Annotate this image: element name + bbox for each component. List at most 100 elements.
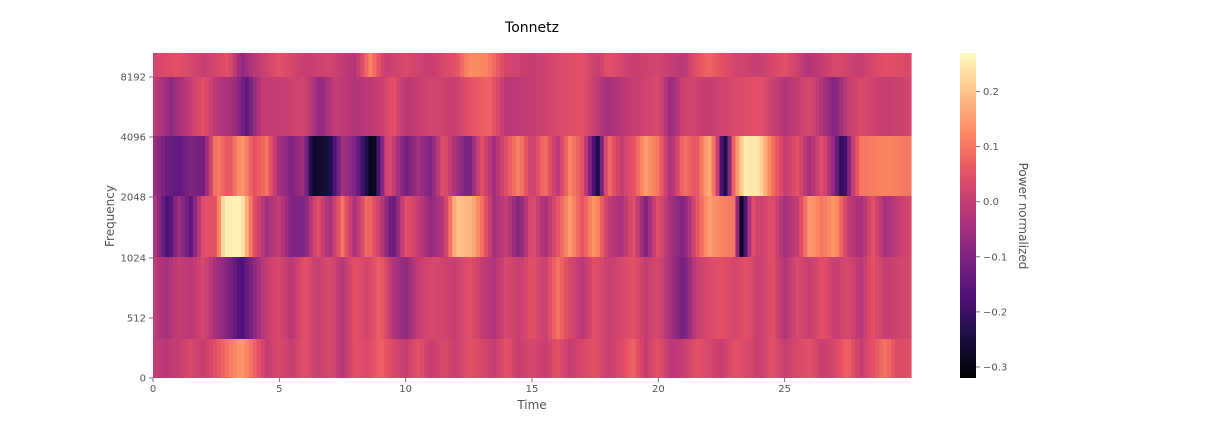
heatmap-cell	[336, 136, 342, 196]
heatmap-cell	[647, 339, 653, 378]
colorbar-tick-label: 0.2	[983, 87, 999, 98]
heatmap-cell	[679, 257, 685, 339]
heatmap-cell	[172, 53, 178, 77]
heatmap-cell	[356, 53, 362, 77]
heatmap-cell	[204, 53, 210, 77]
heatmap-cell	[615, 53, 621, 77]
heatmap-cell	[328, 136, 334, 196]
heatmap-cell	[384, 257, 389, 339]
heatmap-cell	[887, 136, 892, 196]
heatmap-cell	[595, 77, 601, 136]
heatmap-cell	[328, 77, 334, 136]
heatmap-cell	[587, 196, 593, 257]
heatmap-cell	[416, 136, 421, 196]
heatmap-cell	[783, 136, 788, 196]
heatmap-cell	[296, 77, 302, 136]
heatmap-cell	[763, 196, 768, 257]
heatmap-cell	[695, 53, 701, 77]
heatmap-cell	[204, 196, 210, 257]
heatmap-cell	[160, 339, 166, 378]
heatmap-cell	[727, 339, 733, 378]
heatmap-cell	[631, 196, 637, 257]
heatmap-cell	[228, 257, 234, 339]
heatmap-cell	[791, 339, 796, 378]
heatmap-cell	[164, 339, 170, 378]
heatmap-cell	[444, 136, 449, 196]
heatmap-cell	[891, 77, 896, 136]
heatmap-cell	[611, 53, 617, 77]
heatmap-cell	[524, 136, 529, 196]
heatmap-cell	[436, 257, 441, 339]
heatmap-cell	[228, 53, 234, 77]
heatmap-cell	[827, 257, 832, 339]
heatmap-cell	[164, 136, 170, 196]
heatmap-cell	[787, 77, 792, 136]
heatmap-cell	[619, 257, 625, 339]
heatmap-cell	[153, 339, 158, 378]
heatmap-cell	[847, 77, 852, 136]
heatmap-cell	[520, 196, 525, 257]
heatmap-cell	[436, 196, 441, 257]
heatmap-cell	[555, 257, 561, 339]
heatmap-cell	[867, 77, 872, 136]
heatmap-cell	[907, 257, 912, 339]
heatmap-cell	[228, 77, 234, 136]
heatmap-cell	[575, 136, 581, 196]
heatmap-cell	[340, 257, 346, 339]
heatmap-cell	[244, 136, 250, 196]
heatmap-cell	[659, 339, 665, 378]
heatmap-cell	[220, 77, 226, 136]
heatmap-cell	[153, 53, 158, 77]
heatmap-row-2	[153, 257, 912, 339]
heatmap-cell	[671, 136, 677, 196]
heatmap-cell	[899, 339, 904, 378]
heatmap-cell	[655, 196, 661, 257]
heatmap-cell	[719, 136, 725, 196]
heatmap-cell	[456, 196, 461, 257]
heatmap-cell	[871, 77, 876, 136]
heatmap-cell	[907, 196, 912, 257]
heatmap-cell	[903, 339, 908, 378]
heatmap-cell	[376, 257, 381, 339]
heatmap-cell	[248, 136, 254, 196]
heatmap-cell	[735, 257, 741, 339]
y-tick-label: 0	[140, 374, 146, 385]
heatmap-cell	[192, 53, 198, 77]
heatmap-cell	[811, 136, 816, 196]
heatmap-cell	[272, 257, 278, 339]
heatmap-cell	[500, 53, 505, 77]
heatmap-cell	[184, 53, 190, 77]
heatmap-cell	[843, 257, 848, 339]
heatmap-cell	[240, 136, 246, 196]
heatmap-cell	[611, 77, 617, 136]
heatmap-cell	[811, 53, 816, 77]
heatmap-cell	[767, 196, 772, 257]
heatmap-cell	[699, 136, 705, 196]
heatmap-cell	[460, 77, 465, 136]
y-tick-label: 8192	[121, 73, 146, 84]
heatmap-cell	[615, 136, 621, 196]
heatmap-cell	[771, 339, 776, 378]
heatmap-cell	[412, 257, 417, 339]
heatmap-cell	[236, 257, 242, 339]
heatmap-cell	[855, 77, 860, 136]
colorbar-tick-label: −0.3	[983, 362, 1007, 373]
heatmap-cell	[891, 53, 896, 77]
heatmap-cell	[643, 77, 649, 136]
heatmap-cell	[153, 136, 158, 196]
heatmap-cell	[372, 136, 378, 196]
heatmap-cell	[595, 136, 601, 196]
heatmap-cell	[312, 339, 318, 378]
heatmap-cell	[340, 196, 346, 257]
heatmap-cell	[791, 136, 796, 196]
heatmap-cell	[272, 339, 278, 378]
heatmap-cell	[711, 196, 717, 257]
heatmap-cell	[547, 53, 553, 77]
heatmap-cell	[524, 196, 529, 257]
heatmap-cell	[579, 136, 585, 196]
heatmap-cell	[212, 77, 218, 136]
heatmap-cell	[599, 77, 605, 136]
heatmap-cell	[743, 339, 749, 378]
colorbar	[960, 53, 976, 378]
heatmap-cell	[723, 136, 729, 196]
